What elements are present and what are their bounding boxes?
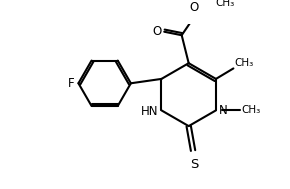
Text: S: S	[190, 158, 198, 170]
Text: N: N	[219, 104, 227, 117]
Text: O: O	[152, 25, 162, 38]
Text: CH₃: CH₃	[215, 0, 234, 8]
Text: O: O	[189, 1, 199, 14]
Text: HN: HN	[141, 105, 159, 118]
Text: CH₃: CH₃	[241, 105, 260, 115]
Text: F: F	[68, 77, 75, 90]
Text: CH₃: CH₃	[234, 57, 253, 67]
